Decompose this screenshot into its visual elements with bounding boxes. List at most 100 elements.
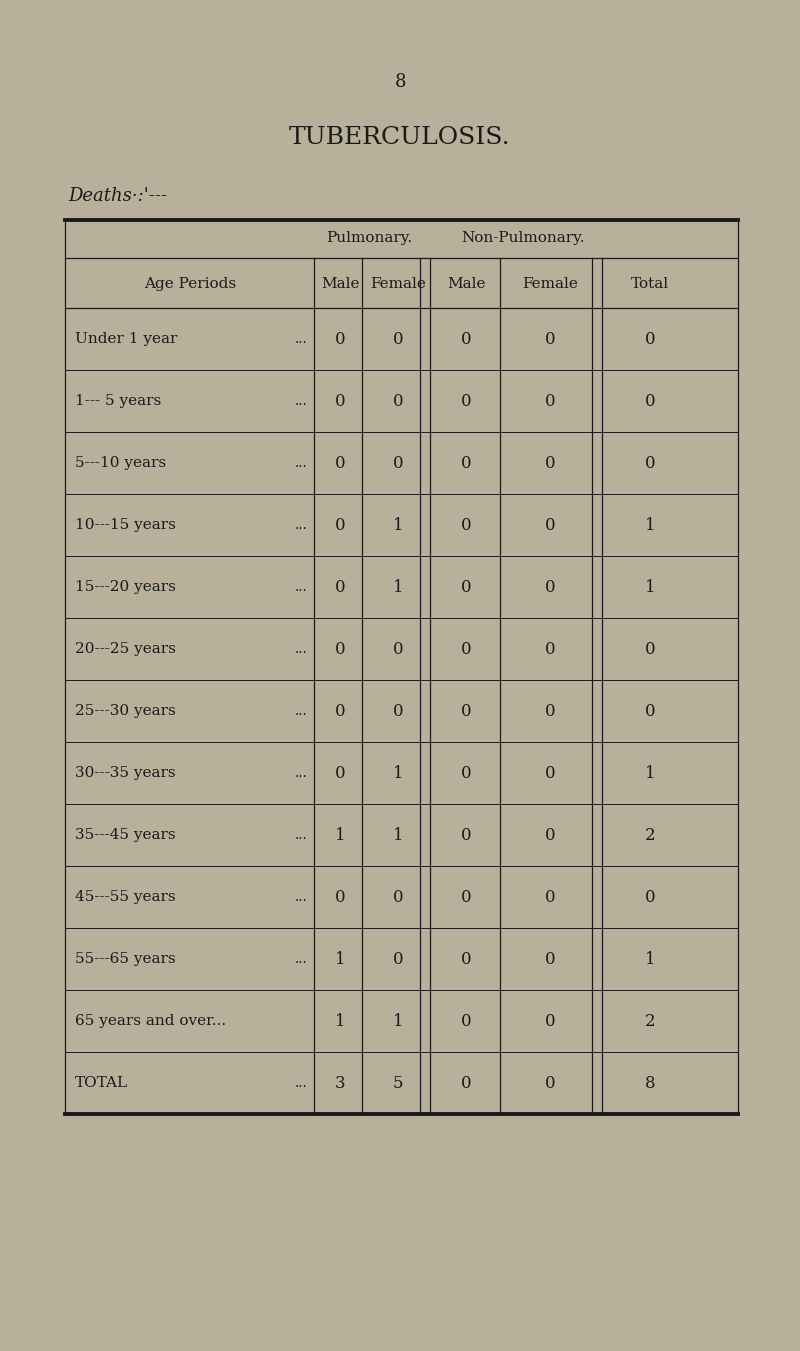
Text: 1--- 5 years: 1--- 5 years: [75, 394, 162, 408]
Text: 0: 0: [393, 640, 403, 658]
Text: 0: 0: [545, 578, 555, 596]
Text: 1: 1: [393, 516, 403, 534]
Text: 0: 0: [334, 578, 346, 596]
Text: 0: 0: [461, 578, 471, 596]
Text: ...: ...: [294, 952, 307, 966]
Text: Male: Male: [446, 277, 486, 290]
Text: 55---65 years: 55---65 years: [75, 952, 176, 966]
Text: 1: 1: [645, 516, 655, 534]
Text: ...: ...: [294, 1075, 307, 1090]
Text: 0: 0: [334, 640, 346, 658]
Text: 0: 0: [461, 393, 471, 409]
Text: ...: ...: [294, 332, 307, 346]
Text: Under 1 year: Under 1 year: [75, 332, 178, 346]
Text: 0: 0: [461, 1012, 471, 1029]
Text: 20---25 years: 20---25 years: [75, 642, 176, 657]
Text: 0: 0: [393, 703, 403, 720]
Text: 0: 0: [461, 454, 471, 471]
Text: 8: 8: [645, 1074, 655, 1092]
Text: TOTAL: TOTAL: [75, 1075, 128, 1090]
Text: 0: 0: [334, 889, 346, 905]
Text: ...: ...: [294, 580, 307, 594]
Text: Female: Female: [522, 277, 578, 290]
Text: 25---30 years: 25---30 years: [75, 704, 176, 717]
Text: 0: 0: [461, 703, 471, 720]
Text: 0: 0: [334, 454, 346, 471]
Text: 0: 0: [461, 951, 471, 967]
Text: 0: 0: [645, 889, 655, 905]
Text: Non-Pulmonary.: Non-Pulmonary.: [462, 231, 585, 245]
Text: 0: 0: [545, 765, 555, 781]
Text: ...: ...: [294, 457, 307, 470]
Text: 1: 1: [334, 827, 346, 843]
Text: 1: 1: [334, 1012, 346, 1029]
Text: 1: 1: [334, 951, 346, 967]
Text: 1: 1: [645, 765, 655, 781]
Text: 15---20 years: 15---20 years: [75, 580, 176, 594]
Text: 0: 0: [545, 331, 555, 347]
Text: 0: 0: [461, 765, 471, 781]
Text: 0: 0: [393, 889, 403, 905]
Text: 0: 0: [545, 454, 555, 471]
Text: 0: 0: [545, 516, 555, 534]
Text: 0: 0: [545, 703, 555, 720]
Text: 0: 0: [545, 1074, 555, 1092]
Text: 5---10 years: 5---10 years: [75, 457, 166, 470]
Text: 2: 2: [645, 827, 655, 843]
Text: 8: 8: [394, 73, 406, 91]
Text: 0: 0: [334, 516, 346, 534]
Text: 1: 1: [393, 765, 403, 781]
Text: 0: 0: [461, 889, 471, 905]
Text: 1: 1: [645, 951, 655, 967]
Text: 0: 0: [545, 393, 555, 409]
Text: 0: 0: [645, 703, 655, 720]
Text: 65 years and over...: 65 years and over...: [75, 1015, 226, 1028]
Text: ...: ...: [294, 890, 307, 904]
Text: ...: ...: [294, 642, 307, 657]
Text: 0: 0: [334, 393, 346, 409]
Text: 0: 0: [461, 640, 471, 658]
Text: TUBERCULOSIS.: TUBERCULOSIS.: [289, 127, 511, 150]
Text: 1: 1: [393, 827, 403, 843]
Text: 0: 0: [461, 827, 471, 843]
Text: 0: 0: [645, 331, 655, 347]
Text: Deaths·:'---: Deaths·:'---: [68, 186, 167, 205]
Text: Pulmonary.: Pulmonary.: [326, 231, 412, 245]
Text: Total: Total: [631, 277, 669, 290]
Text: 3: 3: [334, 1074, 346, 1092]
Text: ...: ...: [294, 704, 307, 717]
Text: 0: 0: [545, 827, 555, 843]
Text: 1: 1: [393, 578, 403, 596]
Text: 0: 0: [461, 1074, 471, 1092]
Text: 1: 1: [645, 578, 655, 596]
Text: 0: 0: [334, 703, 346, 720]
Text: 30---35 years: 30---35 years: [75, 766, 176, 780]
Text: 0: 0: [545, 951, 555, 967]
Text: Female: Female: [370, 277, 426, 290]
Text: 0: 0: [334, 765, 346, 781]
Text: 0: 0: [545, 1012, 555, 1029]
Text: ...: ...: [294, 394, 307, 408]
Text: 0: 0: [545, 640, 555, 658]
Text: 10---15 years: 10---15 years: [75, 517, 176, 532]
Text: 0: 0: [645, 640, 655, 658]
Text: 5: 5: [393, 1074, 403, 1092]
Text: 1: 1: [393, 1012, 403, 1029]
Text: ...: ...: [294, 517, 307, 532]
Text: Male: Male: [321, 277, 359, 290]
Text: 0: 0: [393, 331, 403, 347]
Text: 0: 0: [645, 454, 655, 471]
Text: 0: 0: [393, 454, 403, 471]
Text: 0: 0: [334, 331, 346, 347]
Text: 0: 0: [393, 393, 403, 409]
Text: ...: ...: [294, 828, 307, 842]
Text: 2: 2: [645, 1012, 655, 1029]
Text: 0: 0: [393, 951, 403, 967]
Text: 0: 0: [545, 889, 555, 905]
Text: 35---45 years: 35---45 years: [75, 828, 176, 842]
Text: 0: 0: [461, 516, 471, 534]
Text: 0: 0: [461, 331, 471, 347]
Text: 0: 0: [645, 393, 655, 409]
Text: ...: ...: [294, 766, 307, 780]
Text: Age Periods: Age Periods: [144, 277, 236, 290]
